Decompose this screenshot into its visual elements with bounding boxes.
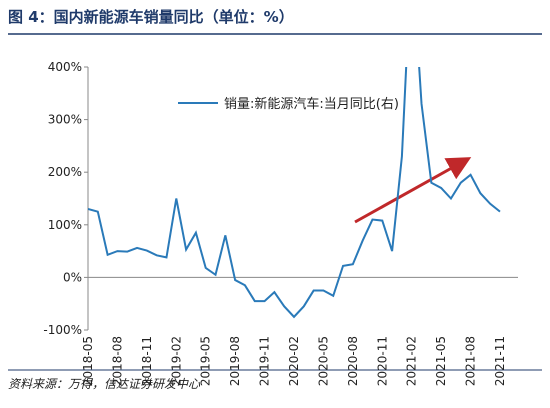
trend-arrow	[354, 157, 472, 224]
x-tick-label: 2021-02	[405, 336, 419, 386]
source: 资料来源：万得，信达证券研发中心	[8, 377, 201, 391]
y-tick-label: 100%	[48, 218, 82, 232]
x-tick-label: 2020-11	[375, 336, 389, 386]
line	[88, 67, 501, 319]
y-tick-label: 200%	[48, 165, 82, 179]
x-tick-label: 2018-05	[81, 336, 95, 386]
x-tick-label: 2020-05	[316, 336, 330, 386]
y-tick-label: -100%	[43, 323, 82, 337]
x-tick-label: 2019-02	[169, 336, 183, 386]
y-tick-label: 400%	[48, 60, 82, 74]
chart-title: 图 4：国内新能源车销量同比（单位：%）	[8, 8, 294, 26]
x-tick-label: 2021-05	[434, 336, 448, 386]
x-tick-label: 2018-11	[140, 336, 154, 386]
x-tick-label: 2020-02	[287, 336, 301, 386]
legend-label: 销量:新能源汽车:当月同比(右)	[224, 96, 399, 112]
y-tick-label: 0%	[63, 270, 82, 284]
x-tick-label: 2021-08	[464, 336, 478, 386]
x-tick-label: 2021-11	[493, 336, 507, 386]
x-tick-label: 2018-08	[110, 336, 124, 386]
x-tick-label: 2019-08	[228, 336, 242, 386]
x-tick-label: 2020-08	[346, 336, 360, 386]
x-tick-label: 2019-11	[258, 336, 272, 386]
y-tick-label: 300%	[48, 113, 82, 127]
x-tick-label: 2019-05	[199, 336, 213, 386]
